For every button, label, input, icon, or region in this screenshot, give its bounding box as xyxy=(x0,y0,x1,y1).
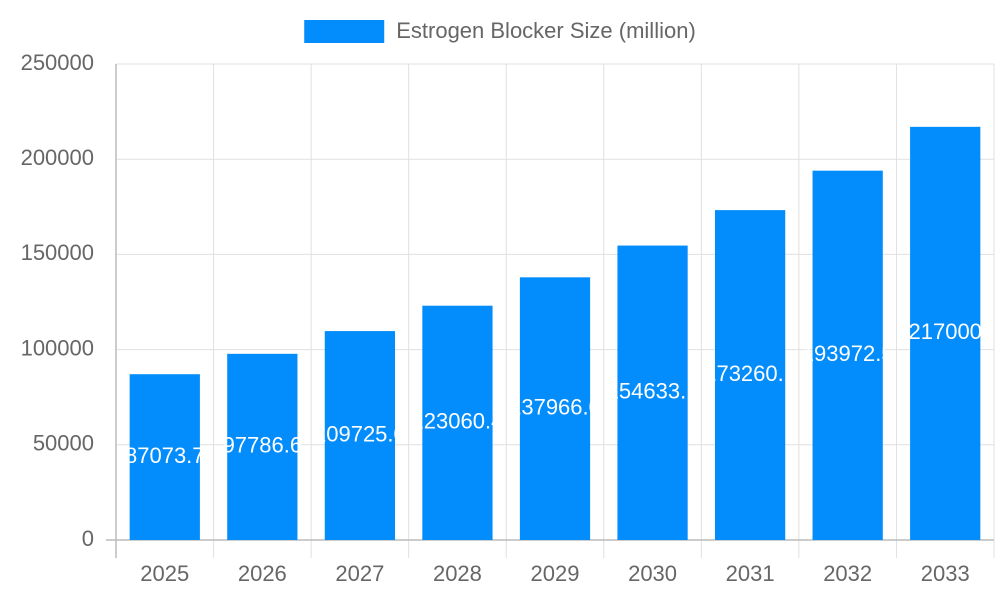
bar xyxy=(227,353,298,540)
value-label: 137966.0 xyxy=(509,394,601,419)
value-label: 193972.5 xyxy=(802,341,894,366)
y-tick-label: 0 xyxy=(82,526,94,551)
bar xyxy=(617,245,688,540)
bar xyxy=(519,277,591,540)
x-tick-label: 2026 xyxy=(238,561,287,586)
y-tick-label: 100000 xyxy=(21,335,94,360)
value-label: 123060.4 xyxy=(412,409,504,434)
bar xyxy=(422,305,493,540)
y-tick-label: 200000 xyxy=(21,145,94,170)
y-tick-label: 50000 xyxy=(33,431,94,456)
x-tick-label: 2025 xyxy=(140,561,189,586)
bar xyxy=(910,126,981,540)
bar xyxy=(324,331,396,540)
x-tick-label: 2029 xyxy=(531,561,580,586)
bar xyxy=(714,210,786,540)
x-tick-label: 2033 xyxy=(921,561,970,586)
value-label: 217000 xyxy=(909,319,982,344)
legend-label: Estrogen Blocker Size (million) xyxy=(396,18,696,43)
legend-swatch xyxy=(304,20,385,43)
value-label: 173260.1 xyxy=(704,361,796,386)
bar xyxy=(129,374,200,540)
x-tick-label: 2032 xyxy=(823,561,872,586)
y-tick-label: 250000 xyxy=(21,50,94,75)
value-label: 109725.0 xyxy=(314,421,406,446)
bar xyxy=(812,170,883,540)
x-tick-label: 2030 xyxy=(628,561,677,586)
value-label: 154633.1 xyxy=(607,379,699,404)
x-tick-label: 2027 xyxy=(335,561,384,586)
value-label: 97786.6 xyxy=(223,433,303,458)
y-tick-label: 150000 xyxy=(21,240,94,265)
value-label: 87073.7 xyxy=(125,443,205,468)
x-tick-label: 2028 xyxy=(433,561,482,586)
x-tick-label: 2031 xyxy=(726,561,775,586)
